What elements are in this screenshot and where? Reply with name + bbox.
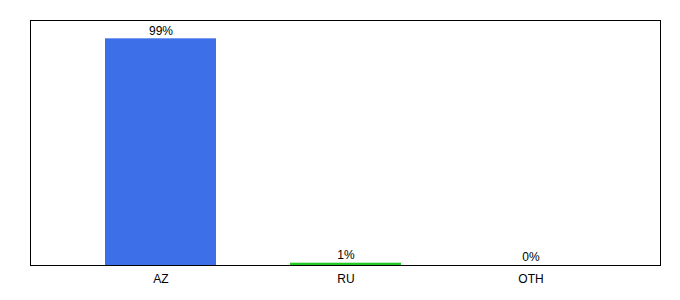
svg-text:OTH: OTH [518,272,543,286]
svg-text:RU: RU [337,272,354,286]
svg-text:1%: 1% [337,248,355,262]
svg-text:99%: 99% [149,24,173,38]
svg-text:0%: 0% [522,250,540,264]
svg-text:AZ: AZ [153,272,168,286]
